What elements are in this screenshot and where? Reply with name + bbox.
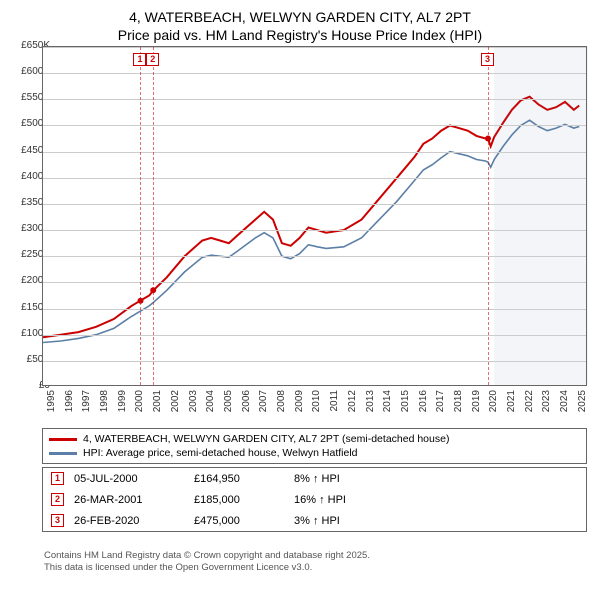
x-tick-label: 1999 [117, 390, 128, 412]
x-tick-label: 2013 [365, 390, 376, 412]
legend-label: 4, WATERBEACH, WELWYN GARDEN CITY, AL7 2… [83, 433, 449, 445]
title-line-2: Price paid vs. HM Land Registry's House … [0, 26, 600, 44]
legend-row: HPI: Average price, semi-detached house,… [49, 446, 580, 460]
x-tick-label: 2018 [453, 390, 464, 412]
x-tick-label: 2003 [188, 390, 199, 412]
gridline-h [43, 47, 586, 48]
sales-row-date: 26-MAR-2001 [74, 494, 184, 506]
x-tick-label: 2001 [152, 390, 163, 412]
sale-marker-vline [488, 47, 489, 385]
sale-marker-label: 1 [133, 53, 146, 66]
x-tick-label: 2017 [435, 390, 446, 412]
legend-row: 4, WATERBEACH, WELWYN GARDEN CITY, AL7 2… [49, 432, 580, 446]
sales-row-pct: 3% ↑ HPI [294, 515, 578, 527]
x-tick-label: 2002 [170, 390, 181, 412]
x-tick-label: 2006 [241, 390, 252, 412]
x-tick-label: 1996 [64, 390, 75, 412]
sales-row-pct: 16% ↑ HPI [294, 494, 578, 506]
gridline-h [43, 335, 586, 336]
sales-row-pct: 8% ↑ HPI [294, 473, 578, 485]
sales-row-marker: 2 [51, 493, 64, 506]
legend-swatch [49, 438, 77, 441]
x-tick-label: 2010 [311, 390, 322, 412]
x-tick-label: 2024 [559, 390, 570, 412]
x-tick-label: 2008 [276, 390, 287, 412]
sales-table: 1 05-JUL-2000 £164,950 8% ↑ HPI 2 26-MAR-2001… [42, 467, 587, 532]
gridline-h [43, 282, 586, 283]
x-tick-label: 2016 [418, 390, 429, 412]
gridline-h [43, 204, 586, 205]
x-tick-label: 2005 [223, 390, 234, 412]
sales-table-row: 1 05-JUL-2000 £164,950 8% ↑ HPI [43, 468, 586, 489]
footer-line-2: This data is licensed under the Open Gov… [44, 562, 585, 574]
legend-label: HPI: Average price, semi-detached house,… [83, 447, 358, 459]
gridline-h [43, 99, 586, 100]
gridline-h [43, 309, 586, 310]
x-tick-label: 2015 [400, 390, 411, 412]
x-tick-label: 1995 [46, 390, 57, 412]
x-tick-label: 2022 [524, 390, 535, 412]
gridline-h [43, 256, 586, 257]
x-tick-label: 2019 [471, 390, 482, 412]
sale-marker-vline [140, 47, 141, 385]
x-tick-label: 2025 [577, 390, 588, 412]
footer-line-1: Contains HM Land Registry data © Crown c… [44, 550, 585, 562]
footer-attribution: Contains HM Land Registry data © Crown c… [42, 548, 587, 577]
x-tick-label: 2007 [258, 390, 269, 412]
gridline-h [43, 73, 586, 74]
sales-row-price: £475,000 [194, 515, 284, 527]
plot-area: 12 3 [42, 46, 587, 386]
legend-box: 4, WATERBEACH, WELWYN GARDEN CITY, AL7 2… [42, 428, 587, 464]
sales-row-price: £185,000 [194, 494, 284, 506]
sales-row-marker: 3 [51, 514, 64, 527]
gridline-h [43, 178, 586, 179]
x-tick-label: 1997 [81, 390, 92, 412]
sale-marker-vline [153, 47, 154, 385]
title-block: 4, WATERBEACH, WELWYN GARDEN CITY, AL7 2… [0, 0, 600, 48]
x-tick-label: 2014 [382, 390, 393, 412]
x-tick-label: 2000 [134, 390, 145, 412]
gridline-h [43, 125, 586, 126]
sales-row-date: 05-JUL-2000 [74, 473, 184, 485]
x-tick-label: 2020 [488, 390, 499, 412]
x-tick-label: 2009 [294, 390, 305, 412]
x-tick-label: 2012 [347, 390, 358, 412]
x-tick-label: 2004 [205, 390, 216, 412]
gridline-h [43, 152, 586, 153]
title-line-1: 4, WATERBEACH, WELWYN GARDEN CITY, AL7 2… [0, 8, 600, 26]
sale-marker-label: 3 [481, 53, 494, 66]
sales-table-row: 2 26-MAR-2001 £185,000 16% ↑ HPI [43, 489, 586, 510]
sales-row-marker: 1 [51, 472, 64, 485]
sales-row-price: £164,950 [194, 473, 284, 485]
gridline-h [43, 230, 586, 231]
x-tick-label: 2021 [506, 390, 517, 412]
sales-table-row: 3 26-FEB-2020 £475,000 3% ↑ HPI [43, 510, 586, 531]
sale-marker-label: 2 [146, 53, 159, 66]
x-tick-label: 2011 [329, 390, 340, 412]
chart-container: 4, WATERBEACH, WELWYN GARDEN CITY, AL7 2… [0, 0, 600, 590]
legend-swatch [49, 452, 77, 455]
x-tick-label: 1998 [99, 390, 110, 412]
gridline-h [43, 361, 586, 362]
sales-row-date: 26-FEB-2020 [74, 515, 184, 527]
x-tick-label: 2023 [541, 390, 552, 412]
